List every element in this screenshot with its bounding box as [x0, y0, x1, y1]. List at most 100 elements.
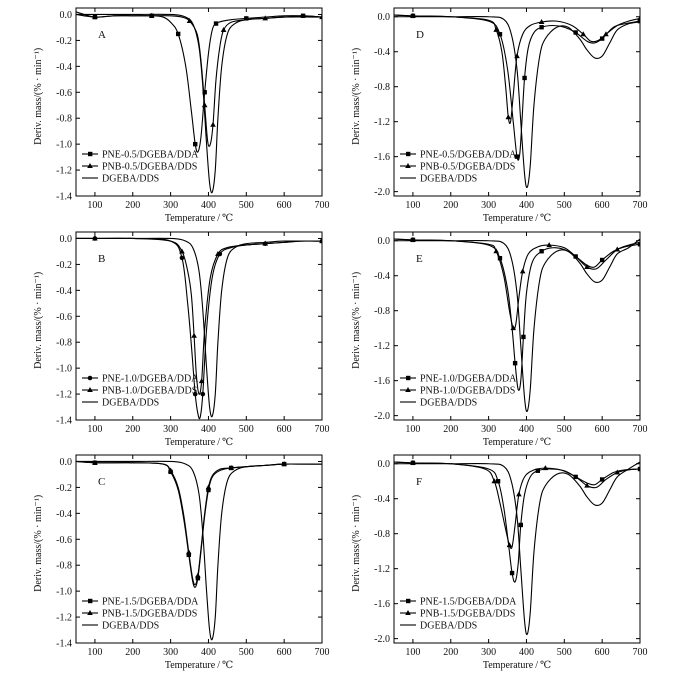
panel-b: 100 200 300 400 500 600 700 0.0 -0.2 -0.4 -0.6 -0.8… — [33, 231, 330, 448]
x-tick-label: 400 — [519, 647, 534, 658]
data-point-square — [509, 570, 515, 576]
panel-letter: B — [98, 253, 105, 265]
panel-letter: F — [416, 476, 422, 488]
legend-label: PNB-1.0/DGEBA/DDS — [102, 386, 197, 397]
series-line — [76, 460, 322, 641]
panel-e: 100 200 300 400 500 600 700 0.0 -0.4 -0.8 -1.2 -1.6… — [351, 231, 648, 448]
series-line — [76, 237, 322, 418]
y-tick-label: -1.6 — [374, 599, 390, 610]
data-point-triangle — [210, 121, 216, 127]
y-tick-label: -1.0 — [56, 140, 72, 151]
x-tick-label: 700 — [315, 424, 330, 435]
data-point-circle — [192, 391, 198, 397]
panel-d: 100 200 300 400 500 600 700 0.0 -0.4 -0.8 -1.2 -1.6… — [351, 7, 648, 224]
legend-marker-square — [88, 598, 93, 604]
x-tick-label: 100 — [405, 647, 420, 658]
x-tick-label: 300 — [163, 424, 178, 435]
data-point-triangle — [516, 491, 522, 497]
series-line — [76, 237, 322, 395]
data-point-triangle — [205, 484, 212, 490]
legend-marker-triangle — [87, 610, 93, 615]
data-point-circle — [200, 391, 206, 397]
y-tick-label: -1.2 — [374, 117, 390, 128]
y-tick-label: -1.0 — [56, 364, 72, 375]
x-tick-label: 300 — [481, 424, 496, 435]
data-point-triangle — [201, 102, 208, 108]
data-point-square — [244, 16, 249, 21]
legend-marker-triangle — [405, 387, 411, 392]
panel-letter: E — [416, 253, 423, 265]
legend-label: DGEBA/DDS — [420, 621, 477, 632]
data-point-square — [518, 522, 523, 528]
x-axis-label: Temperature / ℃ — [483, 437, 551, 448]
data-point-square — [193, 141, 198, 147]
legend-label: PNB-0.5/DGEBA/DDS — [420, 162, 515, 173]
series-line — [394, 461, 640, 583]
x-tick-label: 700 — [633, 424, 648, 435]
x-tick-label: 400 — [201, 200, 216, 211]
data-point-triangle — [148, 12, 155, 18]
y-tick-label: -2.0 — [374, 187, 390, 198]
legend: PNE-0.5/DGEBA/DDAPNB-0.5/DGEBA/DDSDGEBA/… — [82, 150, 199, 185]
data-point-square — [175, 31, 181, 37]
data-point-triangle — [505, 114, 512, 120]
y-tick-label: 0.0 — [378, 12, 391, 23]
panel-a: 100 200 300 400 500 600 700 0.0 -0.2 -0.4 -0.6 -0.8… — [33, 7, 330, 224]
y-tick-label: -0.8 — [56, 338, 72, 349]
data-point-square — [514, 154, 520, 159]
x-tick-label: 300 — [163, 647, 178, 658]
data-point-triangle — [92, 14, 98, 20]
y-tick-label: -0.8 — [374, 82, 390, 93]
data-point-square — [535, 468, 541, 473]
y-tick-label: -1.4 — [56, 192, 72, 203]
data-point-square — [497, 32, 503, 37]
legend-marker-square — [406, 151, 411, 157]
y-tick-label: -0.4 — [374, 271, 390, 282]
panel-c: 100 200 300 400 500 600 700 0.0 -0.2 -0.4 -0.6 -0.8… — [33, 454, 330, 671]
x-axis-label: Temperature / ℃ — [483, 213, 551, 224]
legend-marker-triangle — [405, 163, 411, 168]
legend-label: PNE-1.5/DGEBA/DDA — [420, 597, 517, 608]
y-tick-label: -0.8 — [56, 561, 72, 572]
legend-label: PNB-1.5/DGEBA/DDS — [420, 609, 515, 620]
y-tick-label: -0.4 — [56, 509, 72, 520]
legend: PNE-1.0/DGEBA/DDAPNB-1.0/DGEBA/DDSDGEBA/… — [400, 374, 517, 409]
x-axis-label: Temperature / ℃ — [483, 660, 551, 671]
data-point-triangle — [614, 246, 621, 252]
plot-frame — [75, 454, 323, 644]
data-point-triangle — [493, 26, 499, 32]
data-point-triangle — [186, 17, 193, 23]
x-tick-label: 400 — [201, 647, 216, 658]
y-tick-label: -1.2 — [374, 564, 390, 575]
data-point-circle — [179, 255, 185, 261]
x-tick-label: 500 — [239, 424, 254, 435]
data-point-triangle — [614, 469, 621, 475]
y-tick-label: -1.6 — [374, 376, 390, 387]
data-point-square — [637, 18, 640, 24]
series-group — [76, 235, 322, 420]
data-point-triangle — [262, 240, 269, 246]
x-tick-label: 500 — [557, 647, 572, 658]
data-point-square — [599, 36, 605, 41]
x-tick-label: 300 — [481, 200, 496, 211]
series-line — [394, 238, 640, 330]
x-tick-label: 600 — [277, 424, 292, 435]
y-tick-label: -1.2 — [56, 613, 72, 624]
x-tick-label: 200 — [443, 424, 458, 435]
y-tick-label: -1.2 — [374, 341, 390, 352]
data-point-triangle — [542, 465, 549, 471]
data-point-triangle — [198, 378, 205, 384]
legend-label: DGEBA/DDS — [102, 174, 159, 185]
data-point-square — [539, 25, 544, 30]
legend-label: PNB-0.5/DGEBA/DDS — [102, 162, 197, 173]
y-axis-label: Deriv. mass/(% · min⁻¹) — [351, 48, 362, 145]
legend-marker-square — [406, 375, 411, 381]
legend-label: PNB-1.0/DGEBA/DDS — [420, 386, 515, 397]
data-point-square — [213, 21, 219, 26]
plot-frame — [393, 231, 641, 421]
data-point-square — [599, 477, 605, 482]
x-tick-label: 400 — [519, 424, 534, 435]
legend: PNE-1.5/DGEBA/DDAPNB-1.5/DGEBA/DDSDGEBA/… — [82, 597, 199, 632]
y-tick-label: -0.4 — [56, 286, 72, 297]
